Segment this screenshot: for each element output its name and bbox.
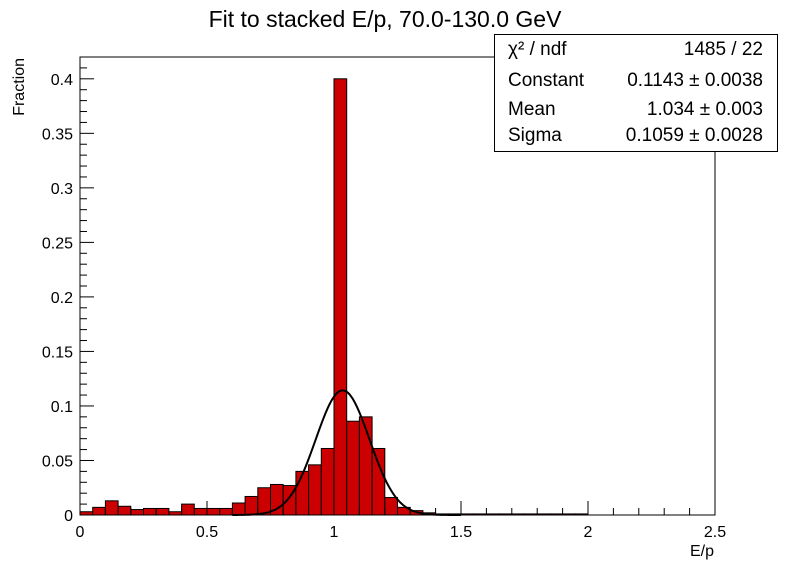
x-axis-label: E/p — [690, 543, 714, 560]
stat-value-constant: 0.1143 ± 0.0038 — [627, 70, 763, 91]
fit-layer — [232, 389, 461, 516]
histogram-bar — [257, 487, 271, 516]
axes-layer: 0 0.5 1 1.5 2 2.5 0 0.05 0.1 0.15 0.2 0.25 0.3 0.35 0.… — [42, 56, 726, 541]
y-tick-label: 0.4 — [51, 72, 73, 89]
bars-layer — [79, 78, 589, 516]
histogram-bar — [231, 502, 246, 516]
stat-row-mean: Mean 1.034 ± 0.003 — [495, 99, 777, 126]
y-tick-label: 0.3 — [51, 181, 73, 198]
histogram-bar — [384, 497, 398, 516]
histogram-bar — [117, 505, 132, 516]
gaussian-fit-line — [232, 389, 461, 516]
x-tick-label: 0.5 — [196, 524, 218, 541]
stat-name-constant: Constant — [508, 70, 585, 91]
histogram-bar — [333, 78, 348, 516]
stat-row-constant: Constant 0.1143 ± 0.0038 — [495, 70, 777, 97]
stat-name-sigma: Sigma — [508, 125, 562, 146]
histogram-bar — [130, 509, 145, 516]
histogram-bar — [320, 447, 335, 516]
histogram-bar — [308, 464, 322, 516]
x-tick-label: 1 — [330, 524, 339, 541]
x-tick-label: 2.5 — [704, 524, 726, 541]
histogram-bar — [143, 507, 157, 516]
stat-value-sigma: 0.1059 ± 0.0028 — [625, 125, 763, 146]
stat-value-chi2: 1485 / 22 — [683, 39, 763, 60]
x-tick-label: 2 — [584, 524, 593, 541]
stat-name-chi2: χ² / ndf — [508, 39, 567, 60]
stat-name-mean: Mean — [508, 99, 556, 120]
stat-row-sigma: Sigma 0.1059 ± 0.0028 — [495, 125, 777, 152]
x-tick-label: 0 — [76, 524, 85, 541]
fit-stats-box: χ² / ndf 1485 / 22 Constant 0.1143 ± 0.0… — [494, 34, 778, 152]
y-tick-label: 0 — [64, 508, 73, 525]
histogram-bar — [92, 506, 106, 516]
y-axis-label: Fraction — [11, 58, 28, 116]
histogram-bar — [193, 507, 208, 516]
histogram-bar — [295, 470, 310, 516]
y-tick-label: 0.05 — [42, 453, 73, 470]
histogram-bar — [371, 447, 386, 516]
y-tick-label: 0.2 — [51, 290, 73, 307]
y-tick-label: 0.25 — [42, 235, 73, 252]
y-tick-label: 0.15 — [42, 344, 73, 361]
x-tick-label: 1.5 — [450, 524, 472, 541]
y-tick-label: 0.1 — [51, 399, 73, 416]
histogram-bar — [206, 507, 221, 516]
stat-row-chi2: χ² / ndf 1485 / 22 — [495, 39, 777, 66]
histogram-bar — [219, 507, 233, 516]
histogram-bar — [181, 503, 195, 516]
histogram-bar — [155, 507, 170, 516]
chart-title: Fit to stacked E/p, 70.0-130.0 GeV — [209, 6, 563, 32]
stat-value-mean: 1.034 ± 0.003 — [646, 99, 763, 120]
y-tick-label: 0.35 — [42, 126, 73, 143]
histogram-bar — [244, 495, 259, 516]
histogram-bar — [104, 500, 119, 516]
histogram-bar — [346, 420, 360, 516]
